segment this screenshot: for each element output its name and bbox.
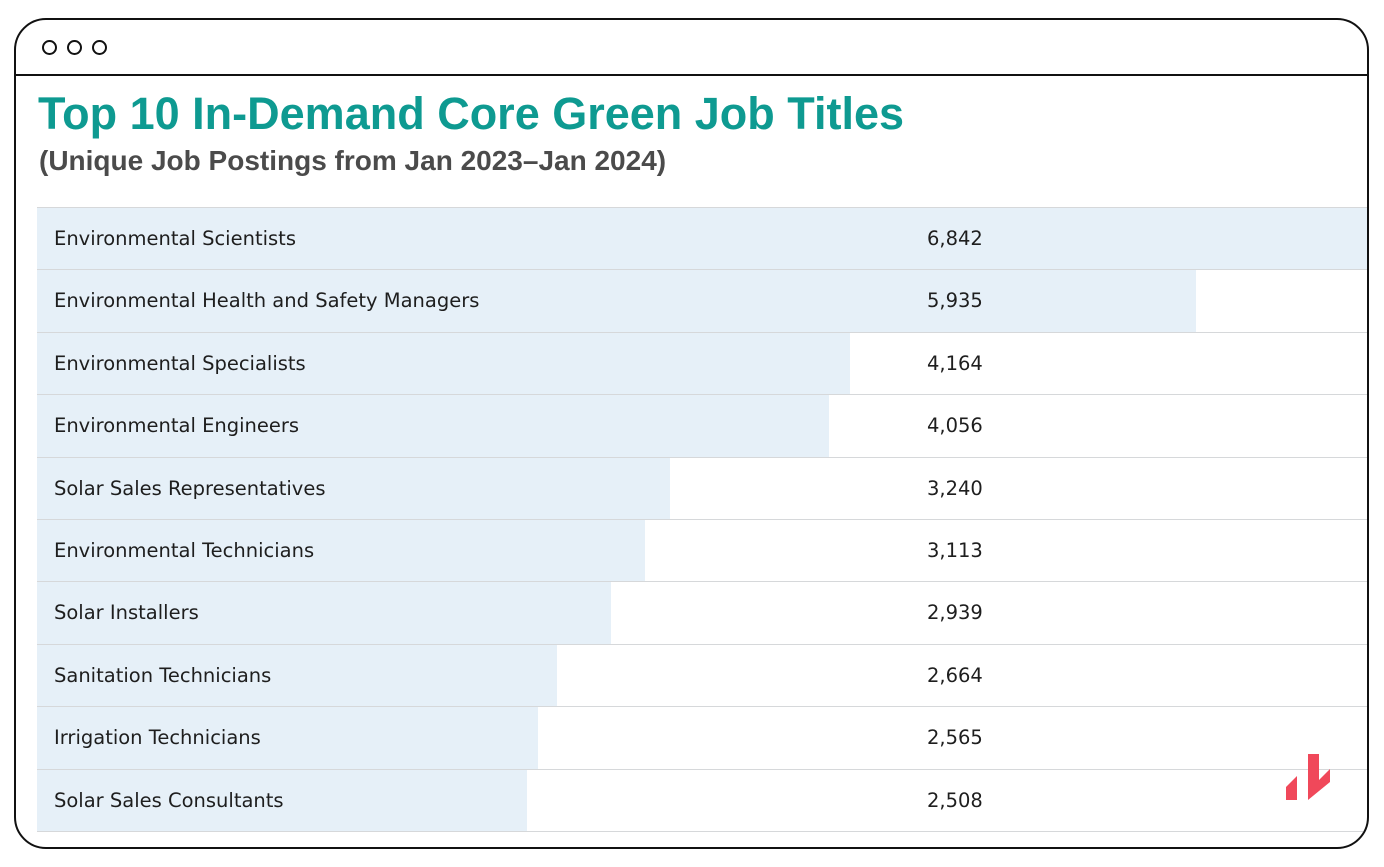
job-postings-value: 3,240 [927,476,983,500]
job-postings-value: 2,565 [927,726,983,750]
value-bar [37,707,538,769]
job-title-label: Solar Sales Representatives [54,476,326,500]
job-title-label: Irrigation Technicians [54,726,261,750]
job-title-label: Environmental Specialists [54,351,306,375]
value-bar [37,519,645,582]
job-title-label: Sanitation Technicians [54,663,272,687]
value-bar [37,270,1196,332]
brand-logo-icon [1286,754,1330,800]
value-bar [37,208,1367,270]
job-title-label: Environmental Technicians [54,538,315,562]
job-title-label: Environmental Health and Safety Managers [54,289,480,313]
window-title-bar [16,20,1367,76]
job-postings-value: 3,113 [927,538,983,562]
job-title-label: Solar Installers [54,601,199,625]
job-title-label: Environmental Engineers [54,414,300,438]
window-dot-icon [92,40,107,55]
job-postings-value: 2,664 [927,663,983,687]
value-bar [37,582,611,644]
job-postings-value: 5,935 [927,289,983,313]
browser-window-frame: Top 10 In-Demand Core Green Job Titles (… [14,18,1369,849]
table-row: Environmental Health and Safety Managers… [37,270,1367,333]
job-title-label: Environmental Scientists [54,227,296,250]
table-row: Sanitation Technicians 2,664 [37,644,1367,708]
table-row: Environmental Technicians 3,113 [37,519,1367,583]
job-postings-value: 4,164 [927,351,983,375]
chart-subtitle: (Unique Job Postings from Jan 2023–Jan 2… [39,145,667,176]
table-row: Solar Installers 2,939 [37,582,1367,645]
job-postings-value: 2,508 [927,788,983,812]
table-row: Solar Sales Consultants 2,508 [37,769,1367,832]
value-bar [37,457,670,519]
job-postings-value: 2,939 [927,601,983,625]
job-postings-value: 4,056 [927,414,983,438]
window-dot-icon [67,40,82,55]
table-row: Solar Sales Representatives 3,240 [37,457,1367,520]
job-postings-value: 6,842 [927,227,983,250]
window-dot-icon [42,40,57,55]
value-bar [37,769,527,831]
value-bar [37,395,829,457]
table-row: Environmental Specialists 4,164 [37,332,1367,396]
chart-title: Top 10 In-Demand Core Green Job Titles [38,88,905,139]
value-bar [37,332,851,395]
table-row: Irrigation Technicians 2,565 [37,707,1367,770]
value-bar [37,644,558,707]
job-titles-table: Environmental Scientists 6,842 Environment… [37,207,1367,832]
table-row: Environmental Engineers 4,056 [37,395,1367,458]
table-row: Environmental Scientists 6,842 [37,208,1367,271]
job-title-label: Solar Sales Consultants [54,788,284,812]
